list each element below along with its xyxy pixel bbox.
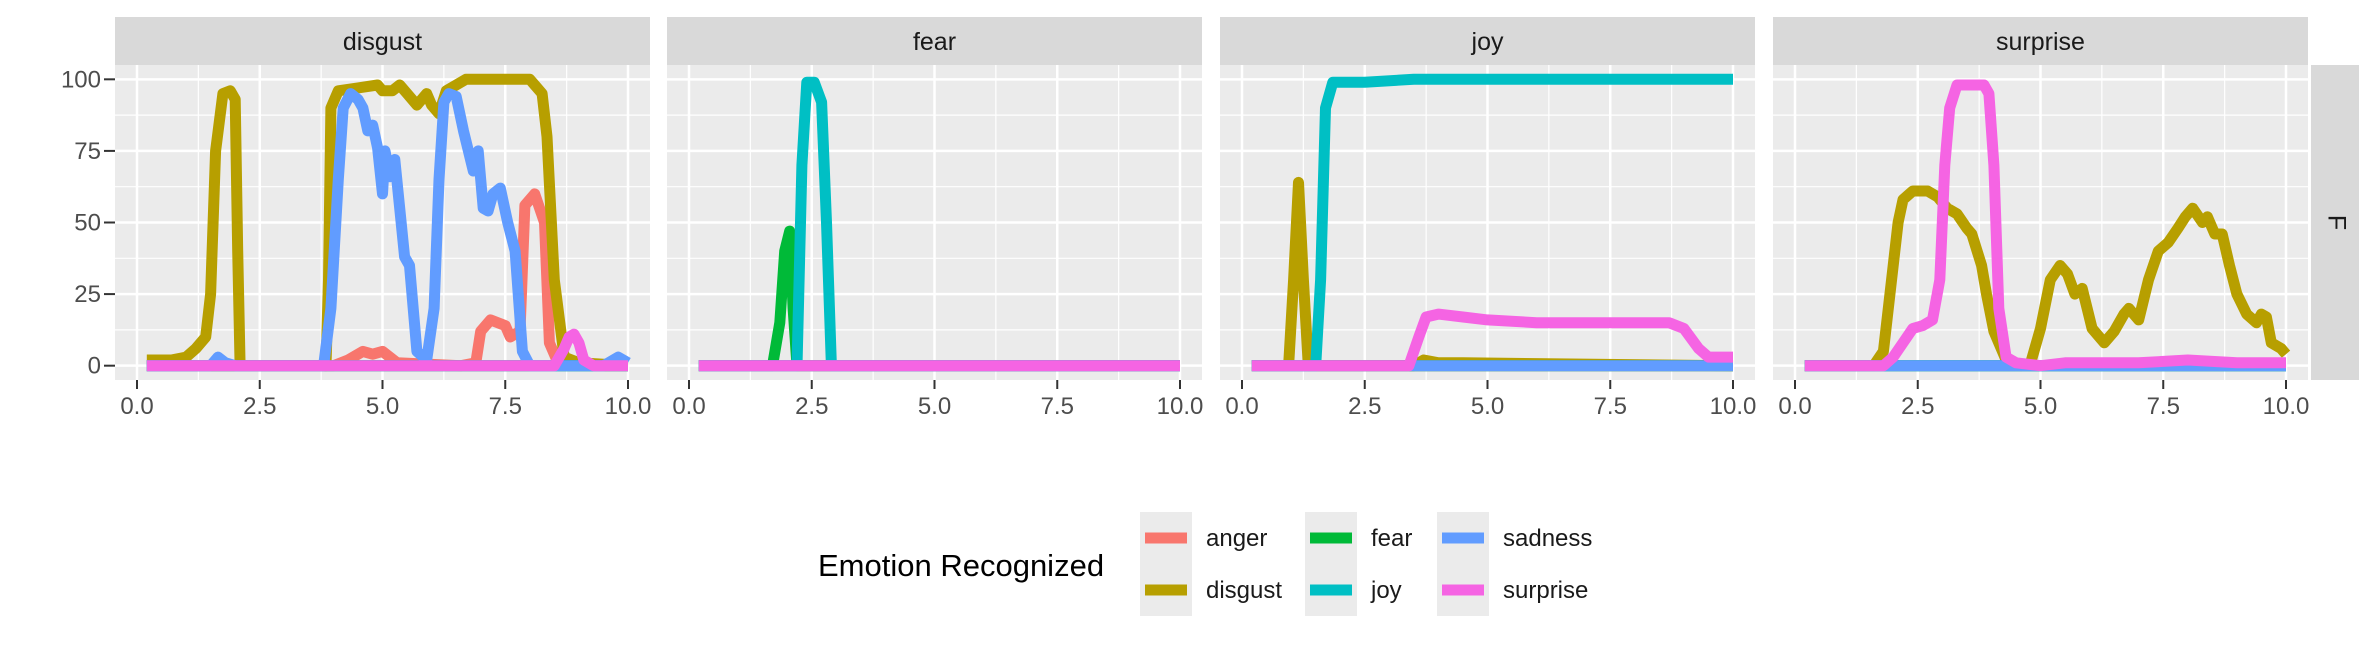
x-tick-label: 7.5 <box>489 393 522 420</box>
x-tick-label: 5.0 <box>366 393 399 420</box>
series-line-sadness <box>146 88 631 372</box>
x-tick-label: 2.5 <box>243 393 276 420</box>
legend: Emotion Recognized anger disgust fear joy sa… <box>818 512 1592 616</box>
x-tick-label: 7.5 <box>1041 393 1074 420</box>
y-tick-label: 50 <box>74 210 101 237</box>
series-line-joy <box>1251 73 1733 372</box>
panels-layer: 0 25 50 75 100 disgust 0.0 2.5 5.0 7.5 10.0 fear 0.0… <box>61 17 2359 420</box>
panel-fear: fear 0.0 2.5 5.0 7.5 10.0 <box>667 17 1203 420</box>
x-tick-label: 5.0 <box>1471 393 1504 420</box>
series-line-joy <box>698 76 1180 372</box>
legend-item-joy: joy <box>1305 564 1402 616</box>
facet-strip <box>1773 17 2308 65</box>
x-tick-label: 10.0 <box>605 393 652 420</box>
panel-joy: joy 0.0 2.5 5.0 7.5 10.0 <box>1220 17 1756 420</box>
legend-item-fear: fear <box>1305 512 1412 564</box>
facet-strip <box>667 17 1202 65</box>
facet-strip-label: disgust <box>343 28 422 56</box>
facet-strip-label: surprise <box>1996 28 2085 56</box>
legend-keys: anger disgust fear joy sadness surprise <box>1140 512 1592 616</box>
legend-label: sadness <box>1503 525 1592 552</box>
series-line-anger <box>146 188 628 372</box>
x-tick-label: 0.0 <box>672 393 705 420</box>
legend-item-anger: anger <box>1140 512 1267 564</box>
x-tick-label: 0.0 <box>1778 393 1811 420</box>
x-tick-label: 10.0 <box>2263 393 2310 420</box>
panel-surprise: surprise 0.0 2.5 5.0 7.5 10.0 <box>1773 17 2309 420</box>
y-tick-label: 0 <box>88 353 101 380</box>
x-tick-label: 2.5 <box>1901 393 1934 420</box>
y-tick-label: 25 <box>74 281 101 308</box>
facet-strip-label: joy <box>1471 28 1504 56</box>
x-tick-label: 0.0 <box>1225 393 1258 420</box>
row-strip <box>2311 65 2359 380</box>
x-tick-label: 10.0 <box>1157 393 1204 420</box>
facet-strip-label: fear <box>913 28 956 56</box>
x-tick-label: 5.0 <box>2024 393 2057 420</box>
series-line-surprise <box>146 328 628 372</box>
x-tick-label: 5.0 <box>918 393 951 420</box>
legend-label: surprise <box>1503 577 1588 604</box>
legend-title: Emotion Recognized <box>818 548 1104 583</box>
x-tick-label: 2.5 <box>1348 393 1381 420</box>
row-strip-label: F <box>2322 215 2350 230</box>
y-tick-label: 75 <box>74 138 101 165</box>
x-tick-label: 2.5 <box>795 393 828 420</box>
panel-disgust: disgust 0.0 2.5 5.0 7.5 10.0 <box>115 17 651 420</box>
y-tick-label: 100 <box>61 66 101 93</box>
legend-label: disgust <box>1206 577 1282 604</box>
legend-item-disgust: disgust <box>1140 564 1282 616</box>
x-tick-label: 10.0 <box>1710 393 1757 420</box>
x-tick-label: 0.0 <box>120 393 153 420</box>
legend-label: joy <box>1370 577 1402 604</box>
series-line-disgust <box>146 73 629 372</box>
x-tick-label: 7.5 <box>2147 393 2180 420</box>
series-line-surprise <box>1804 79 2286 372</box>
legend-item-sadness: sadness <box>1437 512 1592 564</box>
facet-strip <box>115 17 650 65</box>
legend-label: fear <box>1371 525 1412 552</box>
x-tick-label: 7.5 <box>1594 393 1627 420</box>
facet-strip <box>1220 17 1755 65</box>
legend-label: anger <box>1206 525 1267 552</box>
legend-item-surprise: surprise <box>1437 564 1588 616</box>
series-line-surprise <box>1251 308 1733 372</box>
